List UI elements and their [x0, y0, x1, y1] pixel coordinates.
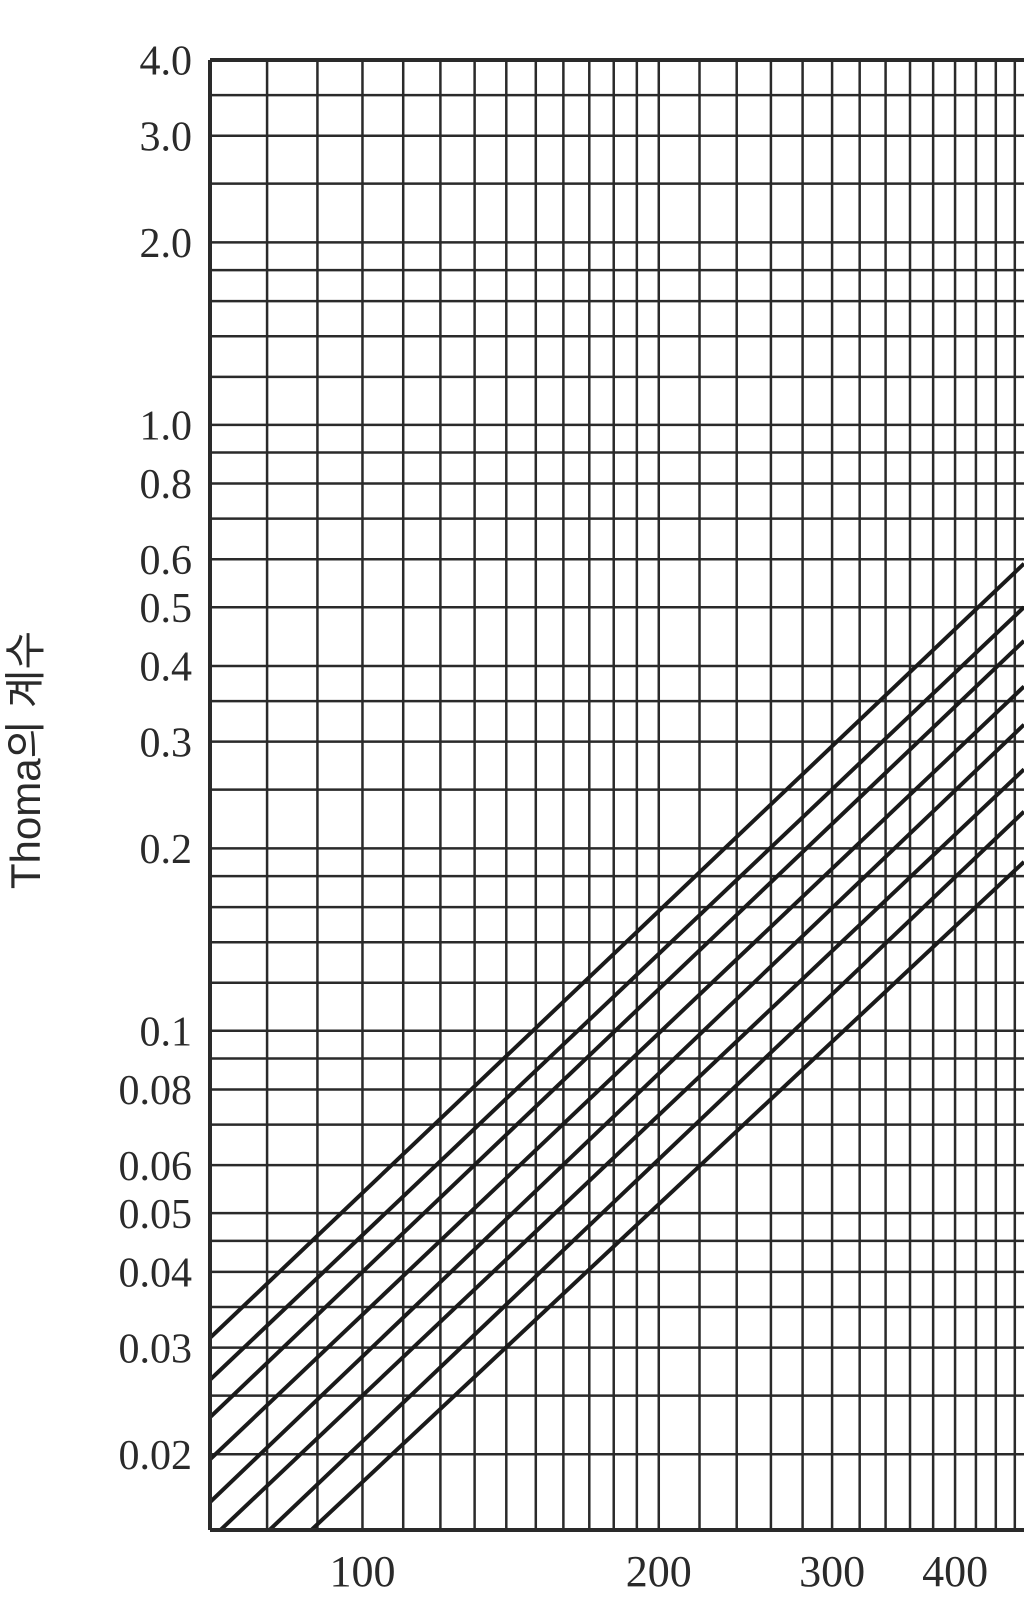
y-tick-label: 0.2 — [140, 827, 193, 873]
y-tick-label: 0.04 — [119, 1251, 193, 1297]
y-tick-label: 3.0 — [140, 114, 193, 160]
y-tick-label: 0.08 — [119, 1068, 193, 1114]
y-axis-label: Thoma의 계수 — [2, 631, 49, 889]
x-tick-label: 200 — [626, 1547, 692, 1596]
y-tick-label: 0.1 — [140, 1009, 193, 1055]
x-tick-label: 400 — [922, 1547, 988, 1596]
y-tick-label: 2.0 — [140, 221, 193, 267]
thoma-chart: 4.0 3.0 2.0 1.0 0.8 0.60.5 0.4 0.3 0.2 0.1 0.08 0.0… — [0, 0, 1024, 1612]
y-tick-label: 0.03 — [119, 1326, 193, 1372]
y-tick-label: 4.0 — [140, 39, 193, 85]
y-tick-label: 0.3 — [140, 720, 193, 766]
y-tick-label: 0.06 — [119, 1144, 193, 1190]
y-tick-label: 0.8 — [140, 462, 193, 508]
x-tick-label: 100 — [329, 1547, 395, 1596]
y-tick-label: 0.6 — [140, 538, 193, 584]
x-tick-label: 300 — [799, 1547, 865, 1596]
y-tick-label: 0.4 — [140, 645, 193, 691]
y-tick-label: 0.02 — [119, 1433, 193, 1479]
chart-svg: 4.0 3.0 2.0 1.0 0.8 0.60.5 0.4 0.3 0.2 0.1 0.08 0.0… — [0, 0, 1024, 1612]
y-tick-label: 1.0 — [140, 404, 193, 450]
y-tick-label: 0.5 — [140, 586, 193, 632]
y-tick-label: 0.05 — [119, 1192, 193, 1238]
